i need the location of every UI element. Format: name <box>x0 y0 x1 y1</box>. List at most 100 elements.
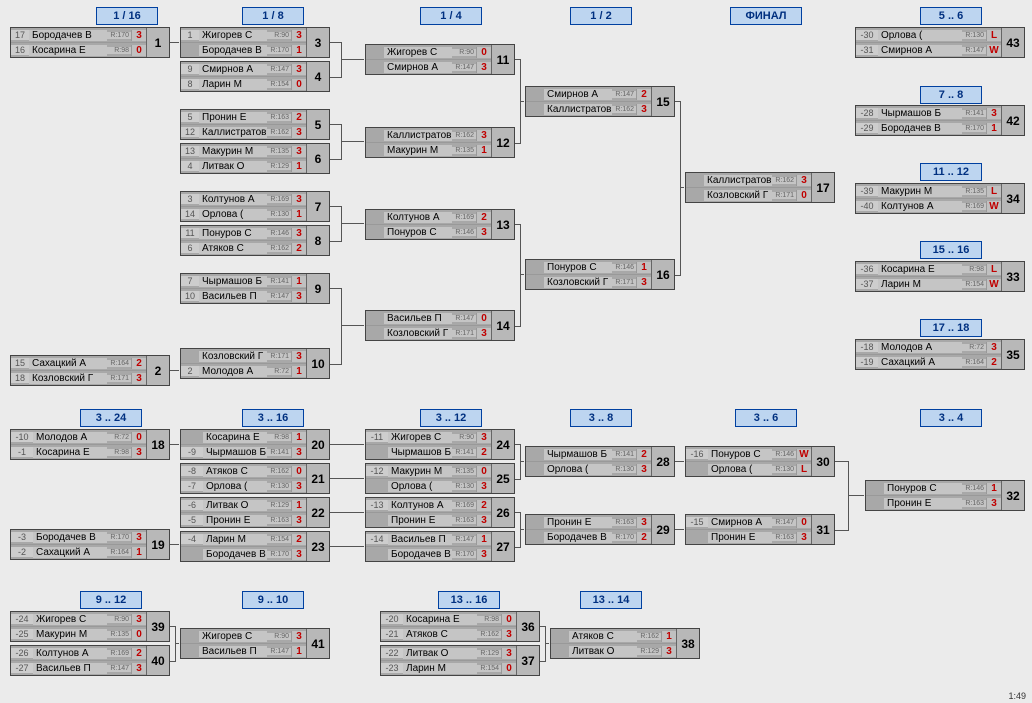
match-number: 20 <box>306 430 329 459</box>
player-rating: R:171 <box>452 330 476 337</box>
player-rating: R:147 <box>612 91 636 98</box>
player-rating: R:130 <box>267 211 291 218</box>
player-row: Бородачев ВR:1701 <box>181 43 306 57</box>
player-row: Жигорев СR:903 <box>181 629 306 644</box>
player-score: 0 <box>476 47 491 58</box>
player-row: -39Макурин МR:135L <box>856 184 1001 199</box>
player-name: Пронин Е <box>884 498 962 509</box>
player-score: 0 <box>501 614 516 625</box>
player-seed: -15 <box>686 517 708 527</box>
player-name: Макурин М <box>199 146 267 157</box>
player-name: Васильев П <box>199 291 267 302</box>
player-score: W <box>986 201 1001 212</box>
player-rating: R:170 <box>612 534 636 541</box>
player-seed: -36 <box>856 264 878 274</box>
player-row: 15Сахацкий АR:1642 <box>11 356 146 371</box>
player-name: Пронин Е <box>199 112 267 123</box>
player-row: -29Бородачев ВR:1701 <box>856 121 1001 135</box>
player-rating: R:162 <box>267 129 291 136</box>
player-rating: R:90 <box>452 49 476 56</box>
player-row: 6Атяков СR:1622 <box>181 241 306 255</box>
player-score: L <box>986 186 1001 197</box>
player-name: Литвак О <box>569 646 637 657</box>
match-box: Жигорев СR:903Васильев ПR:147141 <box>180 628 330 659</box>
player-rating: R:163 <box>962 500 986 507</box>
player-seed: -26 <box>11 648 33 658</box>
player-rating: R:146 <box>612 264 636 271</box>
match-number: 17 <box>811 173 834 202</box>
player-seed: -11 <box>366 432 388 442</box>
player-name: Каллистратов <box>704 175 772 186</box>
player-name: Колтунов А <box>199 194 267 205</box>
bracket-connector <box>169 42 179 44</box>
player-rating: R:170 <box>452 551 476 558</box>
player-name: Смирнов А <box>544 89 612 100</box>
player-name: Бородачев В <box>878 123 962 134</box>
bracket-connector <box>520 101 524 103</box>
player-row: -12Макурин МR:1350 <box>366 464 491 479</box>
bracket-connector <box>341 141 364 143</box>
player-rating: R:163 <box>612 519 636 526</box>
player-score: 1 <box>291 209 306 220</box>
player-row: 5Пронин ЕR:1632 <box>181 110 306 125</box>
player-rating: R:147 <box>267 293 291 300</box>
player-row: Бородачев ВR:1703 <box>181 547 306 561</box>
round-header: 1 / 4 <box>420 7 482 25</box>
player-name: Макурин М <box>878 186 962 197</box>
player-row: -11Жигорев СR:903 <box>366 430 491 445</box>
player-name: Макурин М <box>388 466 452 477</box>
player-name: Ларин М <box>403 663 477 674</box>
round-header: 15 .. 16 <box>920 241 982 259</box>
player-name: Молодов А <box>199 366 267 377</box>
player-seed: -28 <box>856 108 878 118</box>
player-rating: R:141 <box>612 451 636 458</box>
player-row: Атяков СR:1621 <box>551 629 676 644</box>
match-box: 7Чырмашов БR:141110Васильев ПR:14739 <box>180 273 330 304</box>
match-box: Козловский ГR:17132Молодов АR:72110 <box>180 348 330 379</box>
player-rating: R:146 <box>962 485 986 492</box>
player-score: 0 <box>131 629 146 640</box>
match-box: -14Васильев ПR:1471Бородачев ВR:170327 <box>365 531 515 562</box>
match-box: -6Литвак ОR:1291-5Пронин ЕR:163322 <box>180 497 330 528</box>
player-seed: -19 <box>856 357 878 367</box>
player-rating: R:169 <box>452 214 476 221</box>
player-rating: R:171 <box>267 353 291 360</box>
match-number: 22 <box>306 498 329 527</box>
player-score: 3 <box>636 517 651 528</box>
player-score: 2 <box>636 89 651 100</box>
player-score: 3 <box>636 464 651 475</box>
player-name: Чырмашов Б <box>544 449 612 460</box>
player-row: -6Литвак ОR:1291 <box>181 498 306 513</box>
player-score: 2 <box>291 534 306 545</box>
player-rating: R:90 <box>107 616 131 623</box>
player-row: -28Чырмашов БR:1413 <box>856 106 1001 121</box>
round-header: 1 / 8 <box>242 7 304 25</box>
player-seed: 4 <box>181 161 199 171</box>
player-name: Бородачев В <box>203 549 267 560</box>
player-score: 0 <box>476 466 491 477</box>
player-name: Смирнов А <box>199 64 267 75</box>
player-score: 3 <box>476 515 491 526</box>
bracket-connector <box>341 223 364 225</box>
player-rating: R:169 <box>962 203 986 210</box>
player-rating: R:170 <box>107 534 131 541</box>
bracket-connector <box>674 529 684 531</box>
match-box: -15Смирнов АR:1470Пронин ЕR:163331 <box>685 514 835 545</box>
player-rating: R:146 <box>452 229 476 236</box>
player-row: Козловский ГR:1713 <box>526 275 651 289</box>
player-score: 3 <box>291 351 306 362</box>
player-score: 1 <box>291 161 306 172</box>
player-name: Жигорев С <box>388 432 452 443</box>
bracket-connector <box>169 370 179 372</box>
player-rating: R:90 <box>267 32 291 39</box>
player-score: L <box>986 30 1001 41</box>
player-score: 3 <box>291 447 306 458</box>
player-name: Атяков С <box>199 243 267 254</box>
player-row: Орлова (R:130L <box>686 462 811 476</box>
player-name: Козловский Г <box>199 351 267 362</box>
player-rating: R:147 <box>772 519 796 526</box>
player-score: 3 <box>501 629 516 640</box>
player-seed: -3 <box>11 532 33 542</box>
player-seed: 6 <box>181 243 199 253</box>
match-number: 36 <box>516 612 539 641</box>
